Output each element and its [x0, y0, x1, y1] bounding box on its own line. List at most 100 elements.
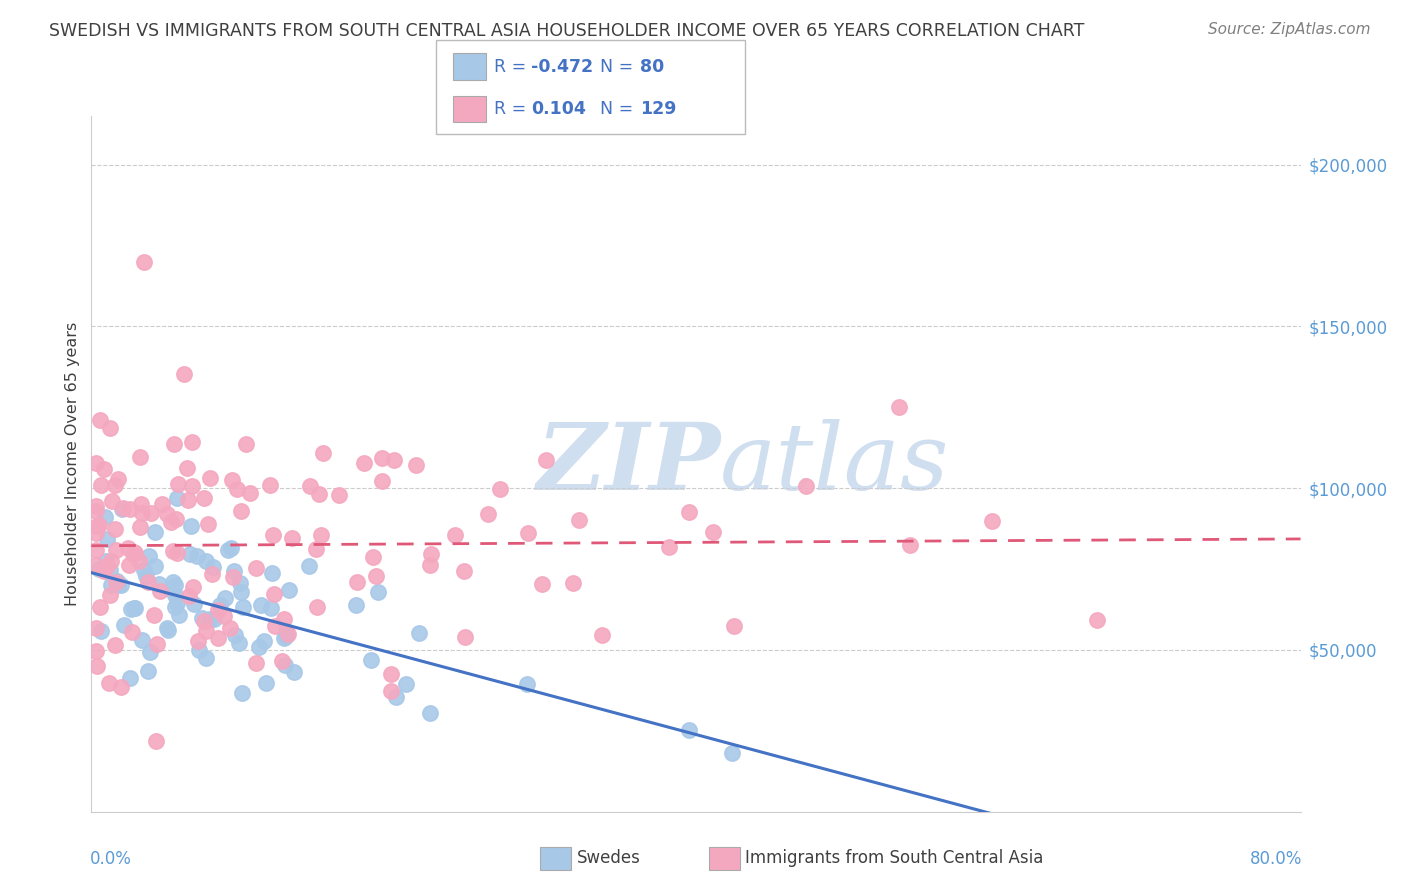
Point [166, 596, 188, 610]
Point [453, 564, 475, 578]
Point [84, 499, 107, 513]
Point [143, 558, 166, 573]
Point [254, 675, 277, 690]
Point [107, 472, 129, 486]
Point [162, 575, 184, 590]
Point [148, 576, 170, 591]
Point [305, 600, 328, 615]
Point [217, 542, 239, 557]
Point [157, 623, 180, 637]
Point [136, 575, 159, 590]
Point [239, 485, 262, 500]
Point [794, 479, 817, 493]
Point [195, 554, 218, 568]
Point [263, 587, 285, 601]
Point [104, 522, 127, 536]
Point [344, 598, 367, 612]
Point [531, 577, 554, 591]
Point [308, 487, 330, 501]
Point [124, 600, 146, 615]
Point [187, 634, 209, 648]
Text: 129: 129 [640, 100, 676, 118]
Point [176, 493, 198, 508]
Point [181, 580, 204, 594]
Point [84, 621, 107, 635]
Point [298, 558, 321, 573]
Point [193, 491, 215, 505]
Point [195, 651, 218, 665]
Point [273, 631, 295, 645]
Point [207, 603, 229, 617]
Point [134, 254, 156, 268]
Point [84, 542, 107, 557]
Point [104, 477, 127, 491]
Point [98, 588, 121, 602]
Point [568, 513, 591, 527]
Point [678, 505, 700, 519]
Point [167, 607, 190, 622]
Point [273, 612, 295, 626]
Point [135, 569, 157, 583]
Point [283, 665, 305, 679]
Point [107, 578, 129, 592]
Point [110, 578, 132, 592]
Point [200, 612, 222, 626]
Text: 0.104: 0.104 [531, 100, 586, 118]
Point [723, 619, 745, 633]
Point [419, 558, 441, 572]
Point [263, 619, 285, 633]
Y-axis label: Householder Income Over 65 years: Householder Income Over 65 years [65, 322, 80, 606]
Point [149, 583, 172, 598]
Text: 80: 80 [640, 58, 664, 76]
Point [371, 474, 394, 488]
Point [120, 671, 142, 685]
Point [131, 632, 153, 647]
Point [173, 367, 195, 381]
Point [219, 541, 242, 555]
Point [129, 450, 152, 464]
Point [516, 525, 538, 540]
Point [225, 482, 247, 496]
Point [94, 553, 117, 567]
Point [124, 546, 146, 560]
Point [271, 654, 294, 668]
Point [97, 676, 120, 690]
Point [1085, 613, 1108, 627]
Point [277, 583, 299, 598]
Text: R =: R = [494, 58, 531, 76]
Point [516, 676, 538, 690]
Text: SWEDISH VS IMMIGRANTS FROM SOUTH CENTRAL ASIA HOUSEHOLDER INCOME OVER 65 YEARS C: SWEDISH VS IMMIGRANTS FROM SOUTH CENTRAL… [49, 22, 1084, 40]
Point [120, 601, 142, 615]
Point [222, 570, 245, 584]
Text: N =: N = [600, 58, 640, 76]
Point [100, 578, 122, 592]
Point [93, 509, 115, 524]
Point [898, 538, 921, 552]
Point [96, 532, 118, 546]
Point [188, 643, 211, 657]
Point [139, 645, 162, 659]
Point [231, 686, 253, 700]
Point [89, 599, 111, 614]
Point [454, 631, 477, 645]
Point [84, 558, 107, 572]
Point [346, 574, 368, 589]
Point [247, 640, 270, 655]
Point [179, 548, 201, 562]
Point [201, 566, 224, 581]
Point [277, 626, 299, 640]
Point [245, 561, 267, 575]
Point [179, 589, 201, 603]
Point [156, 621, 179, 635]
Point [228, 576, 250, 591]
Point [186, 549, 208, 563]
Point [86, 658, 108, 673]
Point [136, 664, 159, 678]
Point [160, 515, 183, 529]
Point [111, 501, 134, 516]
Point [84, 526, 107, 541]
Text: ZIP: ZIP [536, 419, 720, 508]
Point [84, 504, 107, 518]
Point [194, 624, 217, 638]
Point [260, 566, 283, 580]
